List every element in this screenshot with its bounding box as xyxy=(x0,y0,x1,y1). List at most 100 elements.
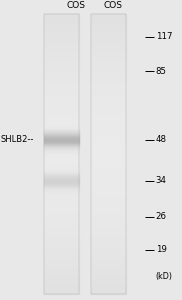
Bar xyxy=(44,237,79,238)
Bar xyxy=(44,60,79,61)
Bar xyxy=(44,246,79,247)
Bar xyxy=(91,268,126,269)
Bar xyxy=(91,277,126,278)
Bar xyxy=(44,55,79,56)
Bar xyxy=(44,127,79,128)
Bar xyxy=(91,109,126,110)
Bar xyxy=(91,292,126,293)
Bar xyxy=(91,75,126,76)
Bar xyxy=(91,274,126,275)
Bar xyxy=(91,82,126,83)
Bar xyxy=(91,94,126,95)
Bar xyxy=(91,18,126,19)
Bar xyxy=(44,259,79,260)
Bar xyxy=(91,182,126,183)
Bar xyxy=(44,111,79,112)
Bar xyxy=(91,29,126,30)
Bar xyxy=(44,54,79,55)
Bar xyxy=(91,179,126,180)
Bar xyxy=(44,290,79,291)
Bar xyxy=(44,69,79,70)
Bar xyxy=(44,80,79,81)
Bar xyxy=(91,207,126,208)
Bar xyxy=(44,287,79,288)
Bar xyxy=(44,98,79,99)
Bar xyxy=(91,148,126,149)
Bar xyxy=(44,148,79,149)
Bar xyxy=(91,246,126,247)
Bar xyxy=(91,263,126,264)
Bar xyxy=(91,86,126,87)
Bar xyxy=(44,166,79,167)
Bar xyxy=(44,142,79,143)
Bar xyxy=(44,149,79,150)
Bar xyxy=(44,58,79,59)
Bar xyxy=(44,212,79,213)
Bar xyxy=(91,178,126,179)
Bar xyxy=(44,241,79,242)
Bar xyxy=(91,15,126,16)
Bar xyxy=(44,169,79,171)
Bar xyxy=(91,23,126,24)
Bar xyxy=(91,140,126,141)
Bar xyxy=(91,226,126,227)
Text: COS: COS xyxy=(67,2,86,10)
Bar xyxy=(91,37,126,38)
Bar xyxy=(44,222,79,223)
Bar xyxy=(44,40,79,41)
Bar xyxy=(44,126,79,127)
Bar xyxy=(44,16,79,17)
Bar xyxy=(91,63,126,64)
Bar xyxy=(44,207,79,208)
Bar xyxy=(44,75,79,76)
Bar xyxy=(44,231,79,232)
Bar xyxy=(91,221,126,222)
Bar xyxy=(91,93,126,94)
Bar xyxy=(91,195,126,196)
Bar xyxy=(91,102,126,103)
Bar xyxy=(91,71,126,72)
Bar xyxy=(91,48,126,49)
Bar xyxy=(44,152,79,153)
Bar xyxy=(44,20,79,21)
Bar xyxy=(44,122,79,123)
Bar xyxy=(44,31,79,32)
Bar xyxy=(91,150,126,151)
Bar xyxy=(91,30,126,31)
Bar xyxy=(44,143,79,144)
Bar xyxy=(44,250,79,251)
Bar xyxy=(91,65,126,66)
Bar xyxy=(44,173,79,174)
Bar xyxy=(91,83,126,84)
Bar xyxy=(91,181,126,182)
Bar xyxy=(91,46,126,47)
Bar xyxy=(44,144,79,145)
Bar xyxy=(44,124,79,125)
Bar xyxy=(44,125,79,126)
Bar xyxy=(91,98,126,99)
Bar xyxy=(44,65,79,66)
Bar xyxy=(44,279,79,280)
Bar xyxy=(91,206,126,207)
Bar xyxy=(44,63,79,64)
Bar xyxy=(44,197,79,198)
Bar xyxy=(91,119,126,120)
Bar xyxy=(44,151,79,152)
Bar xyxy=(44,283,79,284)
Bar xyxy=(44,230,79,231)
Bar xyxy=(44,115,79,116)
Bar xyxy=(44,93,79,94)
Bar xyxy=(91,165,126,166)
Bar xyxy=(91,252,126,253)
Bar xyxy=(91,175,126,176)
Bar xyxy=(91,236,126,237)
Bar xyxy=(44,206,79,207)
Bar xyxy=(91,208,126,209)
Text: 34: 34 xyxy=(156,176,167,185)
Bar xyxy=(91,214,126,215)
Bar xyxy=(91,32,126,33)
Bar xyxy=(91,128,126,129)
Bar xyxy=(91,147,126,148)
Bar xyxy=(44,67,79,68)
Bar xyxy=(44,251,79,252)
